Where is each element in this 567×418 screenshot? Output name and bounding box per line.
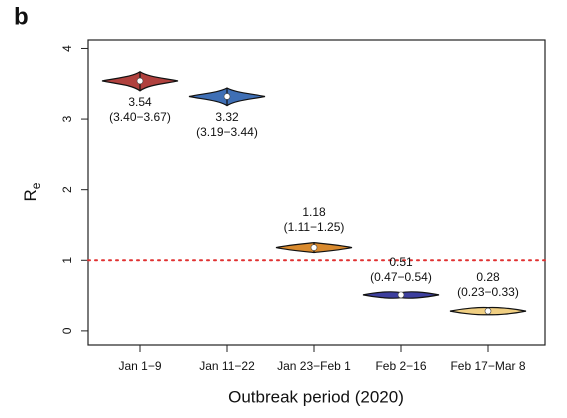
interval-label: (3.40−3.67) xyxy=(109,110,171,124)
value-label: 0.51 xyxy=(389,255,413,269)
median-dot xyxy=(223,93,231,100)
y-tick-label: 2 xyxy=(60,186,74,193)
y-axis-title: Re xyxy=(21,182,43,201)
x-tick-label: Jan 1−9 xyxy=(118,359,161,373)
median-dot xyxy=(397,291,405,299)
x-tick-label: Feb 17−Mar 8 xyxy=(450,359,525,373)
plot-frame xyxy=(87,39,546,346)
value-label: 0.28 xyxy=(476,270,500,284)
interval-label: (1.11−1.25) xyxy=(284,220,345,234)
x-tick-label: Feb 2−16 xyxy=(375,359,426,373)
y-axis-title-main: R xyxy=(21,189,40,201)
median-dot xyxy=(136,77,144,85)
panel-label: b xyxy=(14,3,29,30)
value-label: 3.54 xyxy=(128,95,152,109)
y-tick-label: 3 xyxy=(60,115,74,122)
interval-label: (3.19−3.44) xyxy=(196,125,258,139)
value-label: 3.32 xyxy=(215,110,239,124)
y-tick-label: 0 xyxy=(60,327,74,334)
x-axis-title: Outbreak period (2020) xyxy=(228,387,404,406)
x-tick-label: Jan 11−22 xyxy=(199,359,255,373)
interval-label: (0.23−0.33) xyxy=(457,285,519,299)
value-label: 1.18 xyxy=(302,205,326,219)
x-tick-label: Jan 23−Feb 1 xyxy=(277,359,351,373)
y-axis-title-subscript: e xyxy=(29,182,43,189)
y-tick-label: 1 xyxy=(60,257,74,264)
median-dot xyxy=(310,244,318,251)
y-tick-label: 4 xyxy=(60,45,74,52)
median-dot xyxy=(484,307,492,315)
interval-label: (0.47−0.54) xyxy=(370,270,432,284)
